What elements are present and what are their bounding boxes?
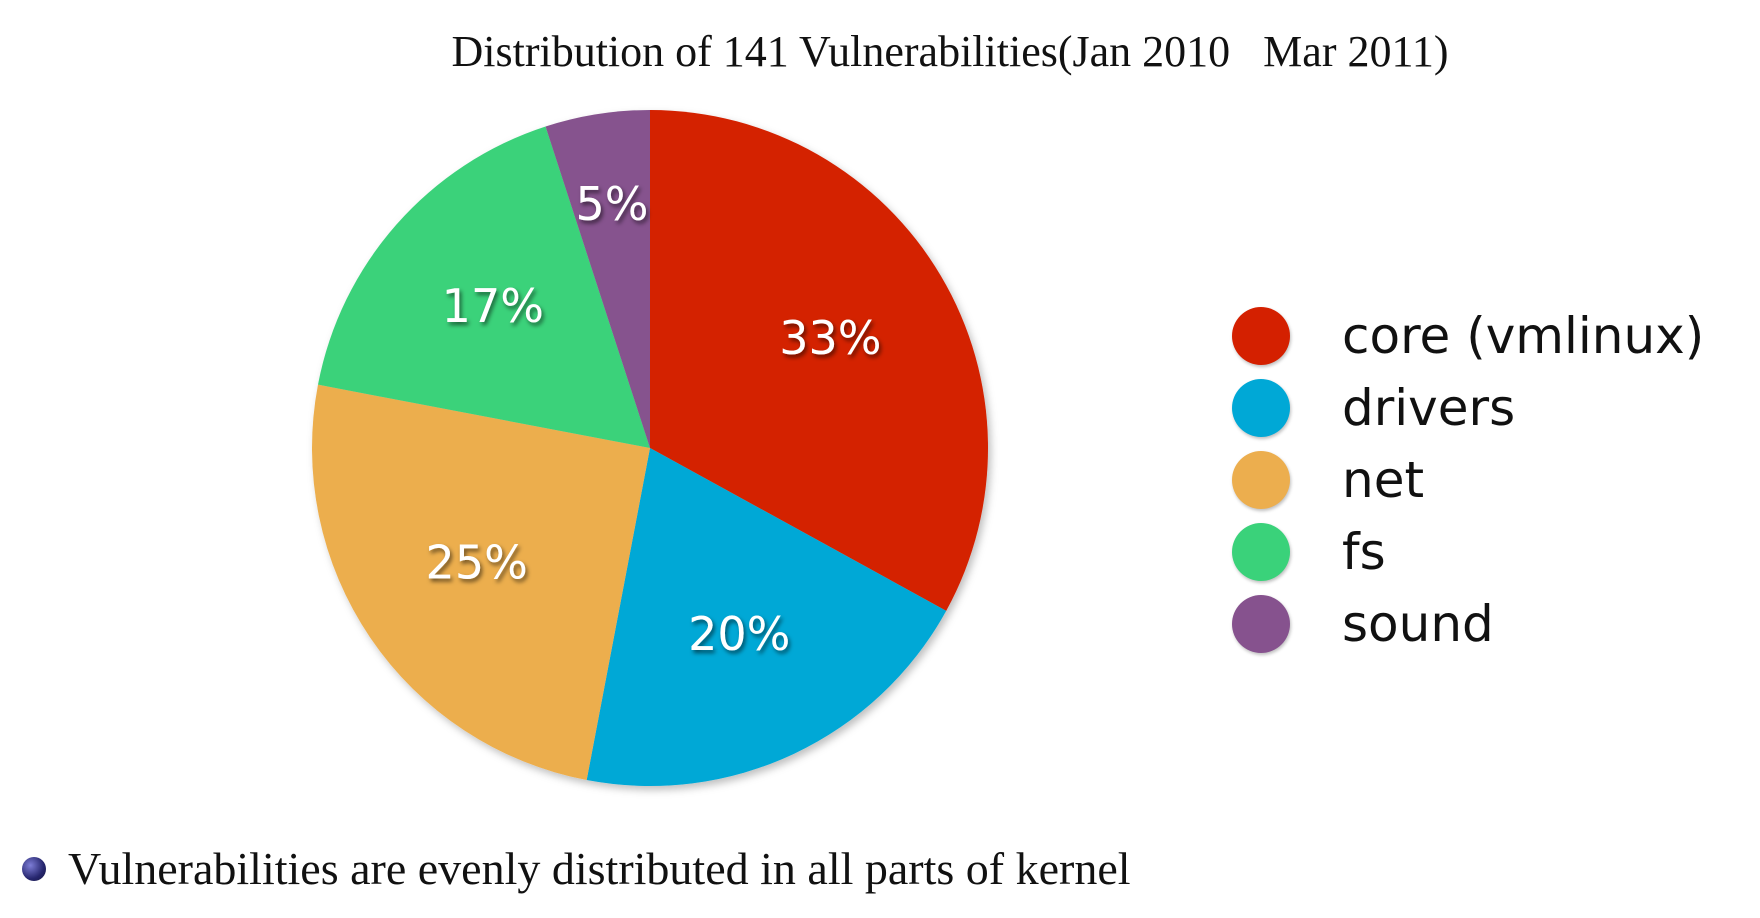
chart-title: Distribution of 141 Vulnerabilities(Jan …: [451, 27, 1449, 76]
pie-slice-core: [650, 110, 989, 611]
slice-label-core: 33%: [779, 311, 881, 365]
slice-label-drivers: 20%: [688, 607, 790, 661]
legend-item-fs: fs: [1232, 516, 1704, 588]
pie-slice-sound: [545, 110, 650, 448]
chart-legend: core (vmlinux) drivers net fs sound: [1232, 300, 1704, 660]
legend-item-sound: sound: [1232, 588, 1704, 660]
bullet-text: Vulnerabilities are evenly distributed i…: [68, 843, 1131, 894]
legend-item-core: core (vmlinux): [1232, 300, 1704, 372]
legend-label: core (vmlinux): [1342, 307, 1705, 365]
pie-slices: [312, 110, 989, 786]
legend-swatch: [1232, 307, 1290, 365]
slice-label-net: 25%: [426, 535, 528, 589]
pie-slice-drivers: [586, 448, 947, 786]
legend-label: net: [1342, 451, 1425, 509]
pie-labels: 33% 20% 25% 17% 5%: [426, 177, 882, 661]
legend-swatch: [1232, 523, 1290, 581]
slice-label-fs: 17%: [442, 279, 544, 333]
legend-swatch: [1232, 379, 1290, 437]
slice-label-sound: 5%: [575, 177, 648, 231]
legend-label: drivers: [1342, 379, 1516, 437]
legend-item-drivers: drivers: [1232, 372, 1704, 444]
bullet-point: Vulnerabilities are evenly distributed i…: [22, 842, 1131, 895]
legend-swatch: [1232, 451, 1290, 509]
legend-swatch: [1232, 595, 1290, 653]
bullet-icon: [22, 856, 46, 881]
pie-slice-fs: [317, 126, 650, 448]
legend-item-net: net: [1232, 444, 1704, 516]
pie-slice-net: [312, 384, 650, 781]
legend-label: fs: [1342, 523, 1386, 581]
legend-label: sound: [1342, 595, 1494, 653]
